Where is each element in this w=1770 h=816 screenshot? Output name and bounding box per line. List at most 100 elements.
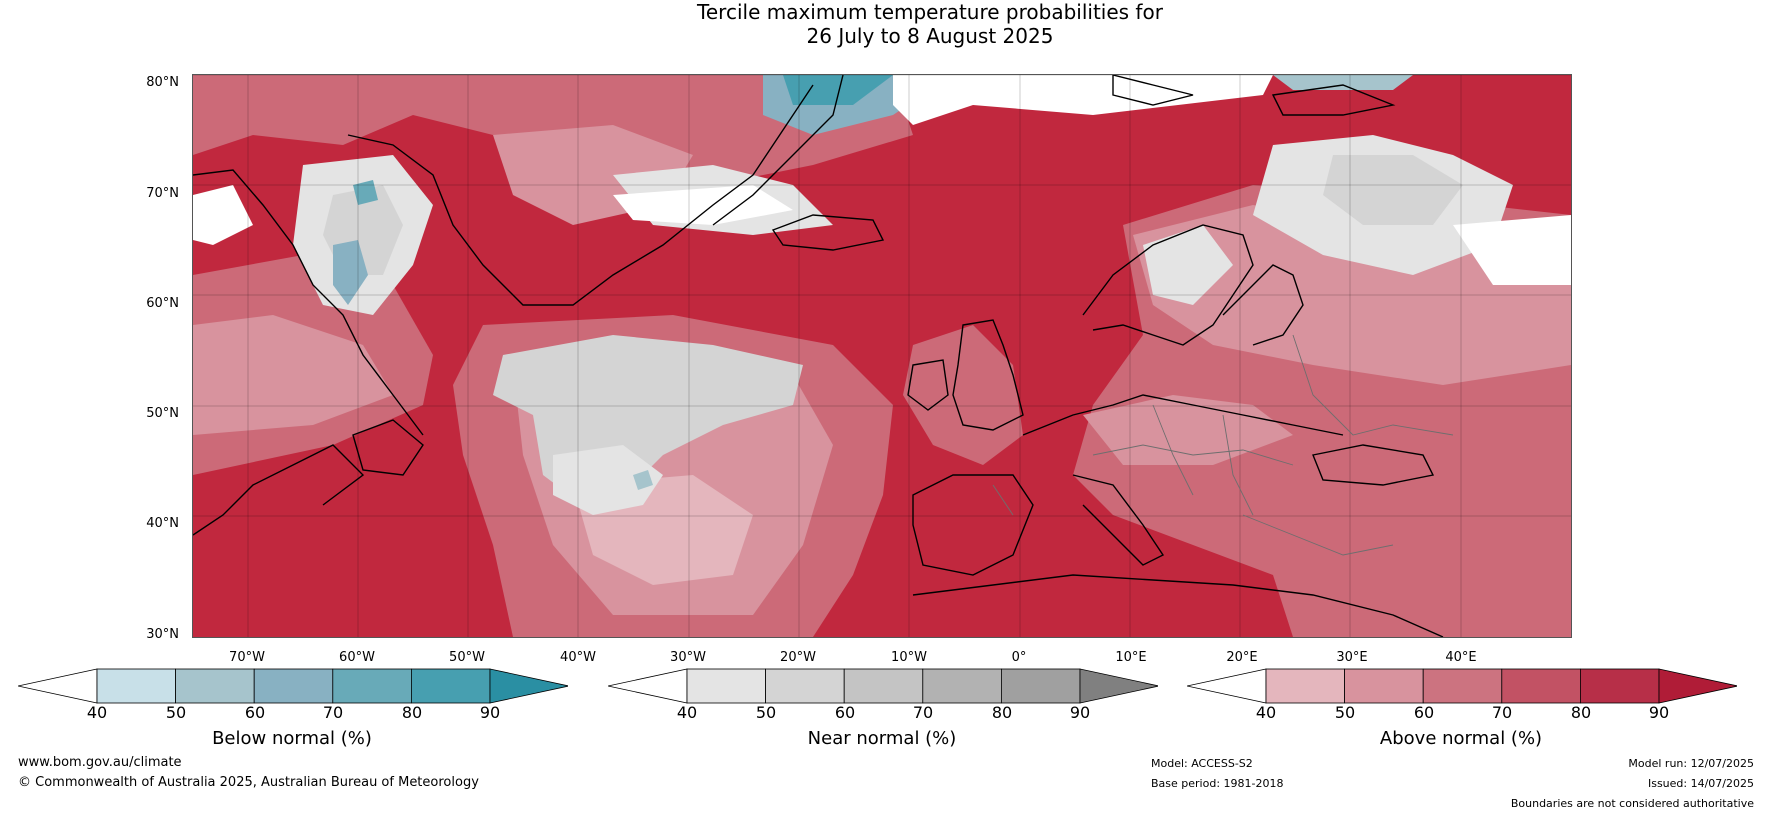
coast-italy <box>1072 474 1165 566</box>
near-tick-40: 40 <box>676 703 698 722</box>
lat-label-80n: 80°N <box>146 75 179 90</box>
colorbar-segment <box>843 668 924 704</box>
colorbar-segment <box>1344 668 1424 704</box>
lon-label-30e: 30°E <box>1336 650 1368 665</box>
lon-label-40w: 40°W <box>560 650 596 665</box>
region-near-atlantic-light <box>553 445 663 515</box>
colorbar-segment <box>765 668 845 704</box>
colorbar-below-label: Below normal (%) <box>212 728 372 749</box>
above-tick-90: 90 <box>1648 703 1670 722</box>
region-above-60-europe <box>1083 395 1293 465</box>
colorbar-below-normal <box>18 668 568 704</box>
lat-label-30n: 30°N <box>146 627 179 642</box>
colorbar-segment <box>1422 668 1503 704</box>
gridlines <box>193 75 1571 637</box>
above-tick-70: 70 <box>1491 703 1513 722</box>
lat-label-40n: 40°N <box>146 516 179 531</box>
lon-label-50w: 50°W <box>449 650 485 665</box>
below-tick-40: 40 <box>86 703 108 722</box>
region-below-atlantic <box>633 470 653 490</box>
lat-label-50n: 50°N <box>146 406 179 421</box>
lon-label-70w: 70°W <box>229 650 265 665</box>
lon-label-20w: 20°W <box>780 650 816 665</box>
title-line-1: Tercile maximum temperature probabilitie… <box>697 0 1163 24</box>
coast-iceland <box>771 214 885 251</box>
region-below-labrador-2 <box>353 180 378 205</box>
colorbar-segment <box>686 668 766 704</box>
region-near-scand <box>1143 225 1233 305</box>
footer-url: www.bom.gov.au/climate <box>18 755 182 770</box>
region-below-labrador <box>333 240 368 305</box>
footer-base-period: Base period: 1981-2018 <box>1151 777 1284 790</box>
footer-disclaimer: Boundaries are not considered authoritat… <box>1510 797 1754 810</box>
lon-label-20e: 20°E <box>1226 650 1258 665</box>
coast-black-sea <box>1312 444 1435 486</box>
lon-label-10e: 10°E <box>1115 650 1147 665</box>
colorbar-segment <box>96 668 176 704</box>
colorbar-extend-low <box>1187 668 1267 704</box>
above-tick-50: 50 <box>1334 703 1356 722</box>
region-white-arctic <box>893 75 1273 125</box>
coast-labrador <box>193 169 424 436</box>
region-white-canada <box>193 185 253 245</box>
coast-scandinavia <box>1082 224 1254 346</box>
coast-ireland <box>907 359 949 411</box>
coast-finland <box>1222 264 1304 346</box>
coast-north-america <box>193 444 365 536</box>
colorbar-extend-low <box>608 668 688 704</box>
coast-novaya <box>1271 84 1396 116</box>
below-tick-70: 70 <box>322 703 344 722</box>
lon-label-10w: 10°W <box>891 650 927 665</box>
title-line-2: 26 July to 8 August 2025 <box>806 24 1054 48</box>
below-tick-90: 90 <box>479 703 501 722</box>
colorbar-extend-low <box>18 668 98 704</box>
colorbar-segment <box>253 668 334 704</box>
colorbar-segment <box>1501 668 1581 704</box>
region-near-russia-core <box>1323 155 1463 225</box>
region-white-russia <box>1453 215 1571 285</box>
coast-europe <box>1022 394 1344 436</box>
borders <box>992 334 1454 556</box>
below-tick-50: 50 <box>165 703 187 722</box>
region-below-greenland-core <box>783 75 893 105</box>
footer-issued: Issued: 14/07/2025 <box>1647 777 1754 790</box>
below-tick-80: 80 <box>401 703 423 722</box>
colorbar-extend-high <box>1079 668 1158 704</box>
colorbar-near-label: Near normal (%) <box>807 728 957 749</box>
near-tick-50: 50 <box>755 703 777 722</box>
colorbar-segment <box>922 668 1002 704</box>
colorbar-segment <box>1000 668 1081 704</box>
colorbar-segment <box>332 668 412 704</box>
map-canvas <box>193 75 1571 637</box>
map-title: Tercile maximum temperature probabilitie… <box>0 0 1770 48</box>
coast-iberia <box>912 474 1034 576</box>
lat-label-60n: 60°N <box>146 296 179 311</box>
colorbar-segment <box>1265 668 1345 704</box>
coast-arctic-island <box>1112 75 1194 106</box>
footer-model-run: Model run: 12/07/2025 <box>1628 757 1754 770</box>
coastlines <box>193 75 1444 637</box>
lon-label-0: 0° <box>1011 650 1027 665</box>
coast-uk <box>952 319 1024 431</box>
above-tick-40: 40 <box>1255 703 1277 722</box>
colorbar-near-normal <box>608 668 1158 704</box>
below-tick-60: 60 <box>244 703 266 722</box>
colorbar-segment <box>1579 668 1660 704</box>
coast-greenland-east <box>712 75 844 226</box>
lat-label-70n: 70°N <box>146 186 179 201</box>
above-tick-60: 60 <box>1413 703 1435 722</box>
coast-newfoundland <box>352 419 424 476</box>
region-below-arctic <box>1273 75 1413 90</box>
near-tick-70: 70 <box>912 703 934 722</box>
coast-greenland <box>347 84 814 306</box>
lon-label-60w: 60°W <box>339 650 375 665</box>
region-above-60-west <box>193 315 393 435</box>
footer-model: Model: ACCESS-S2 <box>1151 757 1253 770</box>
near-tick-90: 90 <box>1069 703 1091 722</box>
colorbar-extend-high <box>489 668 568 704</box>
region-white-greenland <box>613 185 793 225</box>
near-tick-80: 80 <box>991 703 1013 722</box>
colorbar-above-normal <box>1187 668 1737 704</box>
coast-africa <box>912 574 1444 637</box>
colorbar-segment <box>175 668 255 704</box>
